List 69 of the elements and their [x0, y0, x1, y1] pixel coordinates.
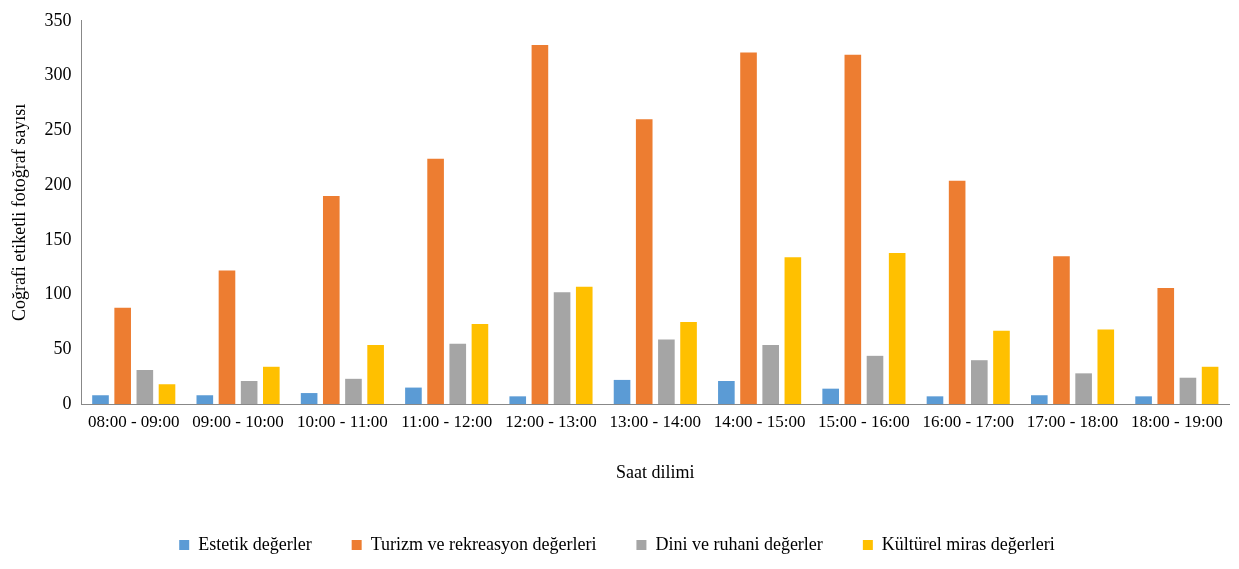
bar [509, 396, 527, 404]
y-tick-label: 100 [44, 283, 72, 304]
bar [575, 286, 593, 404]
bar [553, 292, 571, 404]
x-tick-label: 09:00 - 10:00 [192, 411, 284, 431]
x-tick-label: 11:00 - 12:00 [401, 411, 493, 431]
y-tick-label: 350 [44, 9, 72, 30]
x-tick-label: 15:00 - 16:00 [818, 411, 910, 431]
bar [531, 44, 549, 404]
y-axis-title: Coğrafi etiketli fotoğraf sayısı [8, 103, 29, 322]
bar [926, 396, 944, 404]
x-axis-title: Saat dilimi [616, 461, 695, 482]
bar [680, 321, 697, 404]
y-tick-label: 200 [44, 173, 72, 194]
bar [240, 381, 258, 404]
legend-label: Kültürel miras değerleri [881, 533, 1055, 554]
bar [92, 395, 109, 404]
bar [740, 52, 757, 404]
bar [658, 339, 675, 404]
bar [1075, 373, 1092, 404]
bar [948, 180, 966, 404]
bar [1201, 366, 1219, 404]
y-tick-label: 300 [44, 64, 72, 85]
bar [158, 384, 176, 404]
bar [1179, 377, 1197, 404]
bar [822, 388, 839, 404]
bar [1157, 287, 1175, 404]
bar [345, 378, 362, 404]
bar [762, 344, 779, 404]
legend-label: Dini ve ruhani değerler [655, 533, 823, 554]
bar [1030, 395, 1048, 404]
bar [888, 252, 906, 404]
x-tick-label: 10:00 - 11:00 [296, 411, 388, 431]
bar [1135, 396, 1152, 404]
bar [784, 257, 802, 404]
x-tick-label: 16:00 - 17:00 [922, 411, 1015, 431]
y-tick-label: 150 [44, 228, 72, 249]
bar [844, 54, 862, 404]
bar [718, 381, 735, 404]
bar [449, 343, 467, 404]
x-tick-label: 14:00 - 15:00 [713, 411, 806, 431]
bar [322, 195, 340, 404]
y-tick-label: 50 [53, 337, 72, 358]
bar [114, 307, 131, 404]
x-tick-label: 08:00 - 09:00 [87, 411, 180, 431]
x-tick-label: 13:00 - 14:00 [609, 411, 702, 431]
bar [367, 344, 384, 404]
bar [971, 360, 988, 404]
bar [993, 330, 1010, 404]
bar [635, 119, 653, 404]
legend-label: Estetik değerler [198, 533, 312, 554]
bar [613, 379, 631, 404]
bar [218, 270, 236, 404]
bar [866, 355, 884, 404]
x-tick-label: 17:00 - 18:00 [1026, 411, 1119, 431]
bar [300, 393, 318, 404]
y-tick-label: 250 [44, 119, 72, 140]
x-tick-label: 18:00 - 19:00 [1131, 411, 1223, 431]
bar [1097, 329, 1115, 404]
bar [136, 370, 154, 404]
bar [427, 158, 444, 404]
bar [471, 324, 489, 404]
y-tick-label: 0 [62, 392, 72, 413]
bar [405, 387, 422, 404]
x-tick-label: 12:00 - 13:00 [505, 411, 597, 431]
bar [196, 395, 214, 404]
bar [263, 366, 280, 404]
bar [1053, 256, 1070, 404]
legend-label: Turizm ve rekreasyon değerleri [370, 533, 597, 554]
